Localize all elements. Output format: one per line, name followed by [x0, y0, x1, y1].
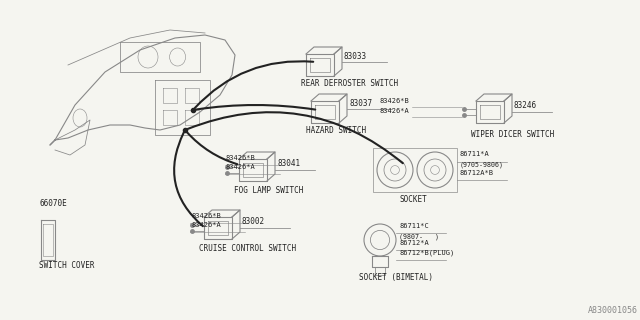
- Text: 83426*B: 83426*B: [226, 155, 256, 161]
- Text: 83037: 83037: [349, 99, 372, 108]
- Text: 86711*A: 86711*A: [460, 151, 490, 157]
- Text: FOG LAMP SWITCH: FOG LAMP SWITCH: [234, 186, 303, 195]
- Text: 83246: 83246: [514, 101, 537, 110]
- Text: SWITCH COVER: SWITCH COVER: [39, 261, 95, 270]
- Text: SOCKET: SOCKET: [400, 195, 428, 204]
- Text: HAZARD SWITCH: HAZARD SWITCH: [306, 126, 366, 135]
- Text: 83426*B: 83426*B: [380, 98, 409, 104]
- Text: 83033: 83033: [344, 52, 367, 60]
- Bar: [373, 148, 457, 192]
- Text: A830001056: A830001056: [588, 306, 638, 315]
- Text: 83426*A: 83426*A: [226, 164, 256, 170]
- Text: 83002: 83002: [242, 217, 265, 226]
- Text: 66070E: 66070E: [39, 199, 67, 208]
- Text: 86712*A: 86712*A: [399, 240, 429, 246]
- Text: 86711*C: 86711*C: [399, 223, 429, 229]
- Text: 86712*B(PLUG): 86712*B(PLUG): [399, 250, 454, 257]
- Text: (9705-9806): (9705-9806): [460, 161, 504, 167]
- Text: 86712A*B: 86712A*B: [460, 170, 494, 176]
- Text: 83426*B: 83426*B: [191, 213, 221, 219]
- Text: REAR DEFROSTER SWITCH: REAR DEFROSTER SWITCH: [301, 79, 398, 88]
- Text: 83041: 83041: [277, 159, 300, 168]
- Text: WIPER DICER SWITCH: WIPER DICER SWITCH: [471, 130, 554, 139]
- Text: 83426*A: 83426*A: [191, 222, 221, 228]
- Text: 83426*A: 83426*A: [380, 108, 409, 114]
- Text: SOCKET (BIMETAL): SOCKET (BIMETAL): [359, 273, 433, 282]
- Text: (9807-   ): (9807- ): [399, 233, 439, 239]
- Text: CRUISE CONTROL SWITCH: CRUISE CONTROL SWITCH: [199, 244, 296, 253]
